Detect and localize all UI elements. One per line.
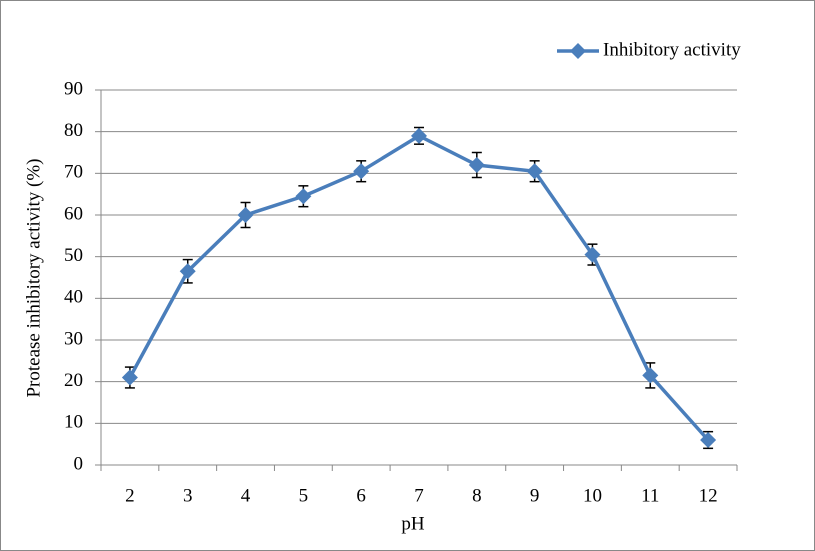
- data-point: [237, 207, 254, 223]
- x-tick-label: 5: [299, 485, 309, 506]
- data-point: [179, 263, 196, 280]
- y-tick-label: 20: [64, 370, 83, 391]
- y-tick-label: 30: [64, 328, 83, 349]
- y-tick-label: 80: [64, 120, 83, 141]
- x-tick-label: 8: [472, 485, 482, 506]
- x-tick-label: 9: [530, 485, 540, 506]
- y-tick-label: 0: [74, 453, 84, 474]
- y-axis-title: Protease inhibitory activity (%): [23, 158, 44, 397]
- data-point: [121, 369, 138, 386]
- x-tick-label: 2: [125, 485, 135, 506]
- x-tick-label: 12: [699, 485, 718, 506]
- x-tick-label: 3: [183, 485, 193, 506]
- legend-marker: [570, 43, 586, 59]
- data-point: [700, 432, 717, 448]
- data-point: [411, 127, 427, 144]
- legend-label: Inhibitory activity: [603, 39, 741, 60]
- data-point: [584, 246, 601, 263]
- y-tick-label: 60: [64, 203, 83, 224]
- y-tick-label: 70: [64, 162, 83, 183]
- x-axis-title: pH: [401, 513, 425, 534]
- data-point: [642, 367, 659, 384]
- data-point: [526, 163, 543, 180]
- data-point: [295, 188, 312, 205]
- x-tick-label: 7: [414, 485, 424, 506]
- x-tick-label: 10: [583, 485, 602, 506]
- y-tick-label: 10: [64, 412, 83, 433]
- y-tick-label: 50: [64, 245, 83, 266]
- y-tick-label: 40: [64, 287, 83, 308]
- y-tick-label: 90: [64, 78, 83, 99]
- data-point: [353, 163, 370, 180]
- x-tick-label: 11: [641, 485, 659, 506]
- x-tick-label: 4: [241, 485, 251, 506]
- data-point: [468, 157, 485, 173]
- x-tick-label: 6: [356, 485, 366, 506]
